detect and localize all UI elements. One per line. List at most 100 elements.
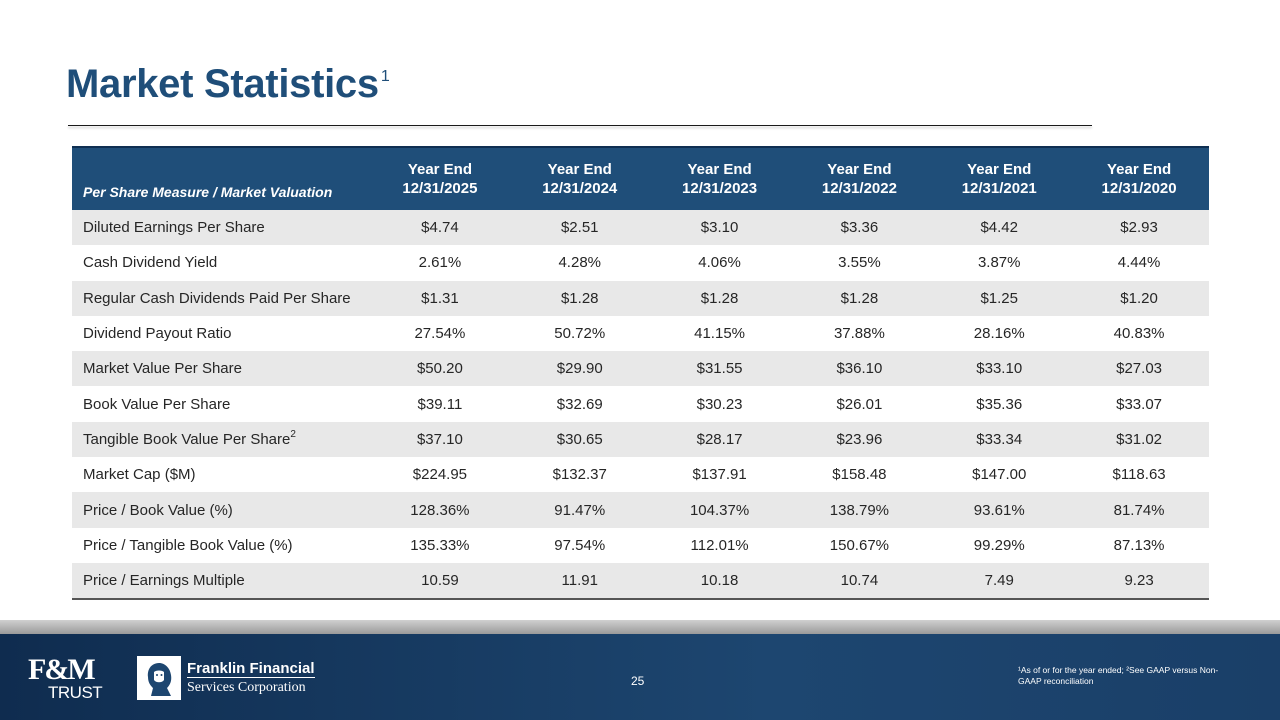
ffs-name-line2: Services Corporation [187, 677, 315, 696]
title-text: Market Statistics [66, 62, 379, 106]
table-cell: 3.87% [977, 254, 1021, 272]
table-cell: 9.23 [1124, 572, 1154, 590]
table-cell: 104.37% [689, 501, 750, 519]
table-row: Market Value Per Share $50.20 $29.90 $31.55… [72, 351, 1209, 387]
header-text-line: Year End [967, 161, 1032, 178]
table-cell: $137.91 [692, 466, 747, 484]
header-text-line: Year End [827, 161, 892, 178]
row-label: Book Value Per Share [72, 386, 370, 421]
header-year-1: Year End 12/31/2025 [370, 146, 510, 210]
table-cell: $1.28 [840, 289, 879, 307]
row-label-text: Cash Dividend Yield [83, 254, 218, 272]
table-cell: $1.20 [1120, 289, 1158, 307]
page-number: 25 [631, 674, 645, 688]
table-cell: $26.01 [836, 395, 883, 413]
table-cell: 87.13% [1113, 536, 1165, 554]
page-title: Market Statistics 1 [66, 62, 390, 107]
row-label-text: Market Value Per Share [83, 360, 242, 378]
table-cell: $1.28 [700, 289, 739, 307]
table-cell: 81.74% [1113, 501, 1165, 519]
table-cell: 3.55% [838, 254, 881, 272]
table-row: Cash Dividend Yield 2.61% 4.28% 4.06% 3.55% 3… [72, 245, 1209, 281]
row-label-text: Tangible Book Value Per Share [83, 430, 291, 448]
table-cell: $147.00 [972, 466, 1027, 484]
table-cell: 50.72% [554, 325, 606, 343]
row-label: Tangible Book Value Per Share2 [72, 422, 370, 457]
table-cell: $33.34 [976, 430, 1023, 448]
row-label: Price / Tangible Book Value (%) [72, 528, 370, 563]
table-cell: 4.44% [1117, 254, 1161, 272]
header-text-line: Year End [687, 161, 752, 178]
row-label-text: Book Value Per Share [83, 395, 231, 413]
row-label: Market Cap ($M) [72, 457, 370, 492]
table-row: Book Value Per Share $39.11 $32.69 $30.23 $2… [72, 386, 1209, 422]
header-text-line: Per Share Measure / Market Valuation [83, 184, 333, 200]
table-cell: $118.63 [1112, 466, 1166, 484]
table-cell: 99.29% [973, 536, 1025, 554]
table-cell: $132.37 [552, 466, 607, 484]
table-cell: 40.83% [1113, 325, 1165, 343]
row-label-text: Price / Book Value (%) [83, 501, 233, 519]
table-cell: 128.36% [410, 501, 470, 519]
table-cell: $31.55 [696, 360, 743, 378]
row-label: Regular Cash Dividends Paid Per Share [72, 281, 370, 316]
table-cell: $27.03 [1116, 360, 1163, 378]
table-cell: 138.79% [829, 501, 889, 519]
ben-franklin-portrait-icon [137, 656, 181, 700]
table-row: Regular Cash Dividends Paid Per Share $1.… [72, 280, 1209, 316]
market-statistics-table: Per Share Measure / Market Valuation Year… [72, 146, 1209, 601]
table-row: Price / Tangible Book Value (%) 135.33% 97… [72, 527, 1209, 563]
table-cell: $36.10 [836, 360, 883, 378]
table-cell: 150.67% [829, 536, 889, 554]
table-cell: 4.28% [558, 254, 602, 272]
table-cell: $1.25 [980, 289, 1018, 307]
table-cell: $3.36 [840, 219, 879, 237]
table-cell: $224.95 [412, 466, 468, 484]
header-year-5: Year End 12/31/2021 [929, 146, 1070, 210]
table-cell: $29.90 [556, 360, 603, 378]
fm-trust-logo: F&M TRUST [28, 655, 103, 702]
row-label-text: Regular Cash Dividends Paid Per Share [83, 289, 351, 307]
footer-divider-strip [0, 620, 1280, 634]
table-cell: 97.54% [554, 536, 606, 554]
table-cell: $30.65 [556, 430, 603, 448]
table-cell: 10.18 [700, 572, 739, 590]
row-label: Cash Dividend Yield [72, 245, 370, 280]
row-label-text: Diluted Earnings Per Share [83, 219, 265, 237]
trust-logo-text: TRUST [48, 683, 103, 702]
table-cell: $28.17 [696, 430, 743, 448]
title-footnote-marker: 1 [380, 68, 390, 85]
table-row: Diluted Earnings Per Share $4.74 $2.51 $3.1… [72, 210, 1209, 246]
table-cell: 135.33% [410, 536, 470, 554]
header-label-column: Per Share Measure / Market Valuation [72, 146, 370, 210]
table-cell: $32.69 [556, 395, 603, 413]
table-cell: $1.31 [421, 289, 459, 307]
table-cell: 10.74 [840, 572, 879, 590]
table-cell: $23.96 [836, 430, 883, 448]
table-row: Tangible Book Value Per Share2 $37.10 $30.… [72, 421, 1209, 458]
header-text-line: 12/31/2023 [682, 180, 758, 197]
table-cell: 4.06% [698, 254, 741, 272]
table-cell: $4.74 [421, 219, 459, 237]
table-cell: 93.61% [973, 501, 1025, 519]
table-cell: $37.10 [416, 430, 463, 448]
table-cell: $35.36 [976, 395, 1023, 413]
table-cell: 37.88% [833, 325, 885, 343]
row-label: Dividend Payout Ratio [72, 316, 370, 351]
row-label-text: Price / Earnings Multiple [83, 572, 245, 590]
header-year-3: Year End 12/31/2023 [649, 146, 790, 210]
table-cell: 7.49 [984, 572, 1014, 590]
table-cell: $2.93 [1120, 219, 1158, 237]
row-label-text: Price / Tangible Book Value (%) [83, 536, 293, 554]
row-label-text: Dividend Payout Ratio [83, 325, 232, 343]
table-cell: $1.28 [560, 289, 599, 307]
table-cell: 91.47% [554, 501, 606, 519]
table-cell: $2.51 [560, 219, 599, 237]
row-label: Market Value Per Share [72, 351, 370, 386]
table-cell: $3.10 [700, 219, 739, 237]
table-cell: 112.01% [690, 536, 749, 554]
table-cell: $31.02 [1116, 430, 1163, 448]
table-cell: 41.15% [694, 325, 745, 343]
table-cell: $50.20 [416, 360, 463, 378]
header-year-6: Year End 12/31/2020 [1069, 146, 1209, 210]
